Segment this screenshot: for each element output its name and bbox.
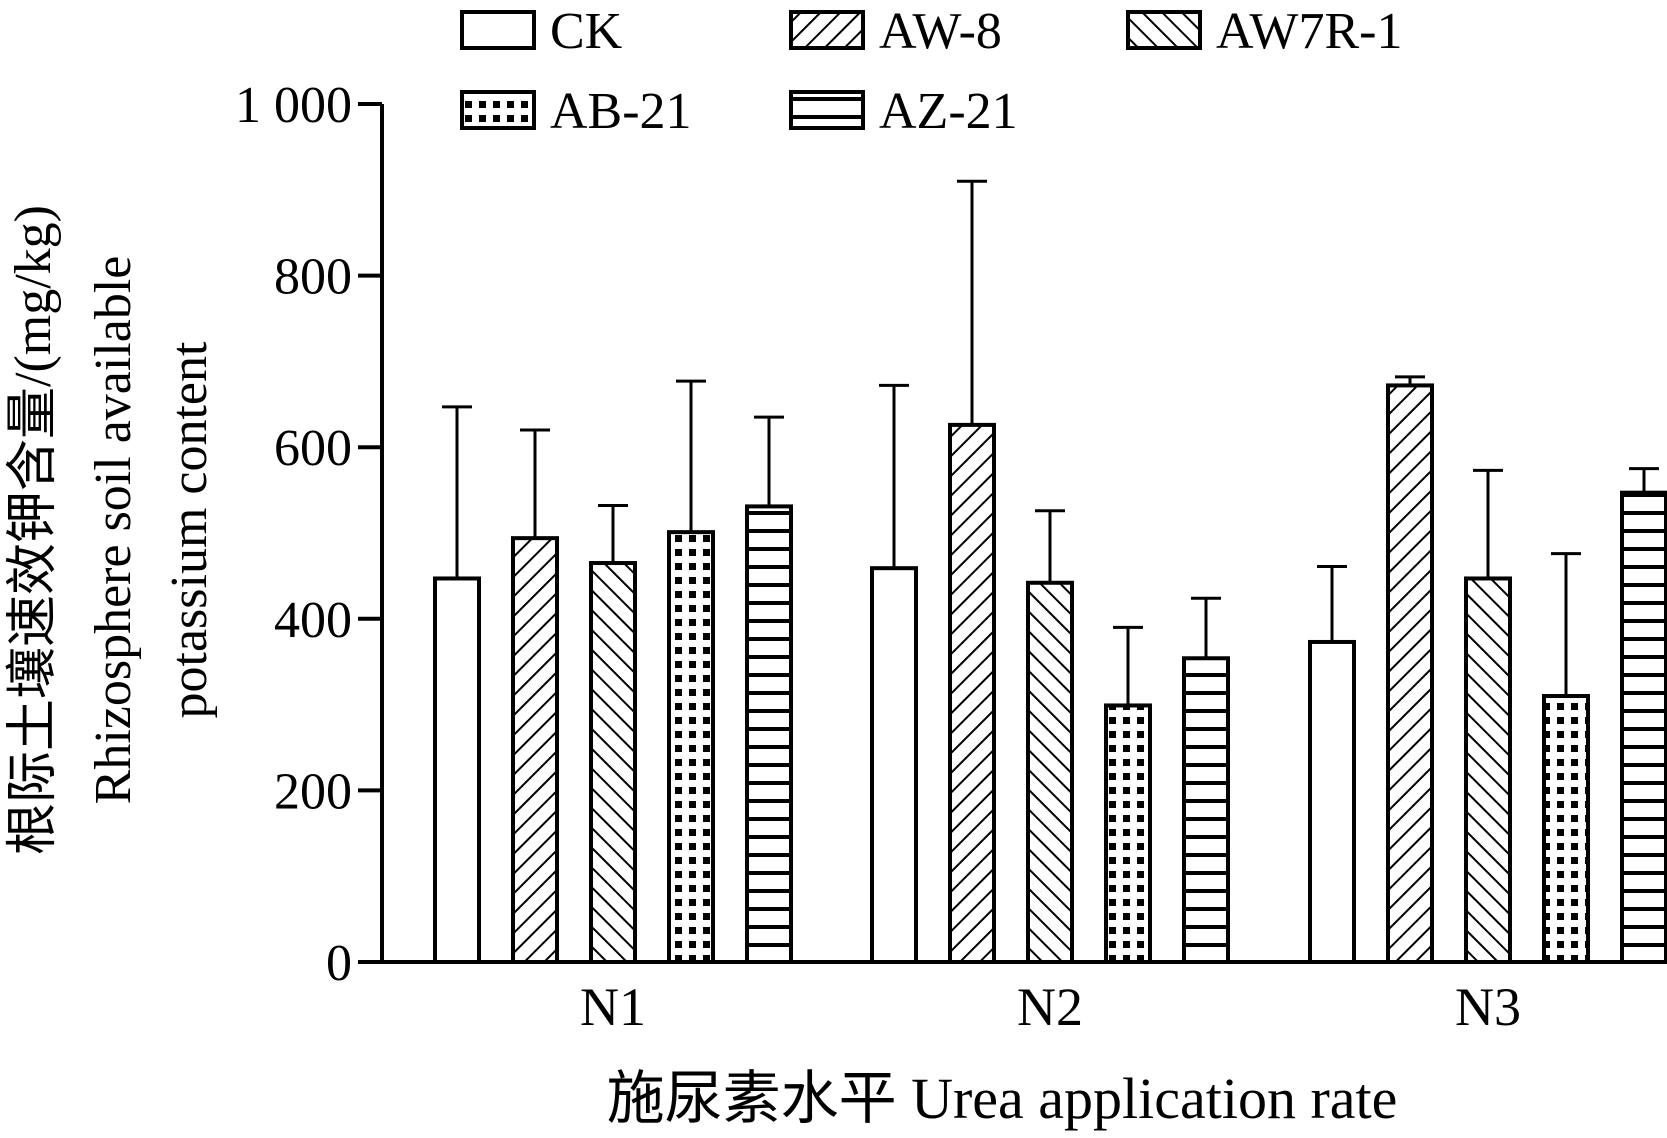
bar: [1542, 694, 1590, 965]
legend: CK AW-8 AW7R-1 AB-21 AZ-21: [460, 3, 1402, 140]
y-tick-label: 200: [274, 763, 352, 820]
x-tick-label: N3: [1455, 977, 1521, 1037]
y-tick-label: 0: [326, 935, 352, 992]
x-tick-label: N2: [1017, 977, 1083, 1037]
legend-swatch: [460, 10, 536, 50]
x-axis-title: 施尿素水平 Urea application rate: [607, 1066, 1398, 1131]
bar: [1464, 576, 1512, 964]
bar: [745, 504, 793, 964]
legend-swatch: [460, 90, 536, 130]
y-tick-label: 400: [274, 592, 352, 649]
bar: [870, 566, 918, 964]
bar: [1308, 639, 1356, 964]
y-tick-label: 600: [274, 420, 352, 477]
y-axis-title-line: Rhizosphere soil available: [85, 256, 142, 805]
bar: [433, 576, 481, 964]
y-axis-title-line: 根际土壤速效钾含量/(mg/kg): [5, 205, 62, 855]
legend-swatch: [1126, 10, 1202, 50]
bar: [1182, 656, 1230, 964]
y-tick-label: 800: [274, 249, 352, 306]
y-axis-title-line: potassium content: [161, 341, 218, 719]
y-axis-title: 根际土壤速效钾含量/(mg/kg) Rhizosphere soil availa…: [5, 205, 218, 855]
y-tick-label: 1 000: [235, 77, 352, 134]
x-tick-labels: N1 N2 N3: [580, 977, 1521, 1037]
bar: [589, 561, 637, 965]
bar: [667, 530, 715, 965]
legend-label: CK: [550, 3, 623, 60]
bar: [948, 422, 996, 964]
legend-label: AB-21: [550, 83, 692, 140]
bar: [1386, 383, 1434, 964]
axes: 0 200 400 600 800 1 000: [235, 77, 1667, 992]
bar: [1026, 580, 1074, 964]
bar: [1620, 490, 1667, 964]
bar: [511, 536, 559, 964]
legend-swatch: [789, 90, 865, 130]
bars: [433, 179, 1667, 965]
x-tick-label: N1: [580, 977, 646, 1037]
legend-label: AW7R-1: [1216, 3, 1402, 60]
bar: [1104, 703, 1152, 964]
legend-label: AZ-21: [879, 83, 1018, 140]
legend-label: AW-8: [879, 3, 1002, 60]
legend-swatch: [789, 10, 865, 50]
